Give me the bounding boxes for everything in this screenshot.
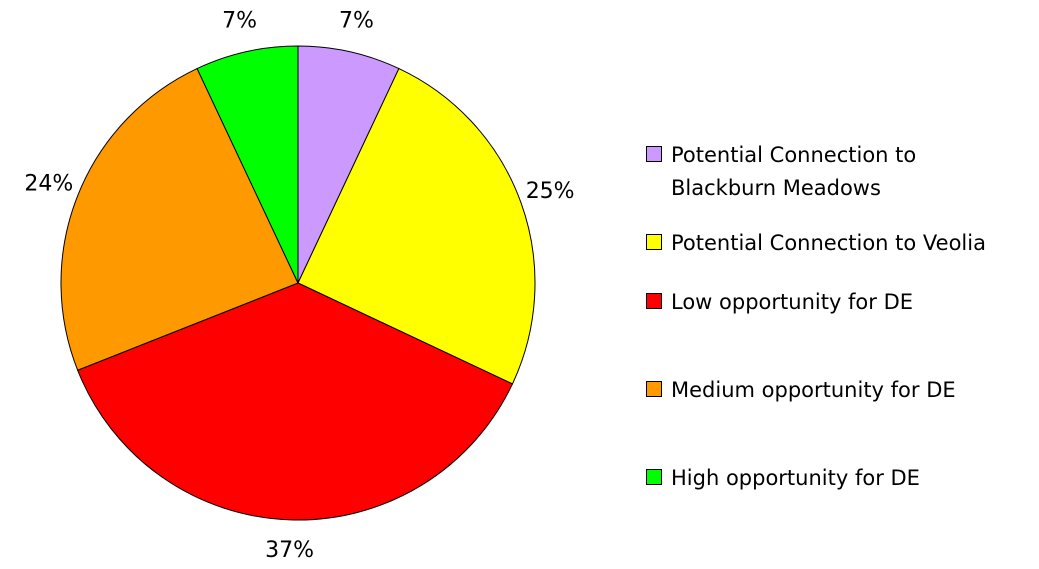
legend-label: Medium opportunity for DE (671, 378, 956, 402)
legend-item: Medium opportunity for DE (646, 374, 1036, 407)
legend-swatch (646, 146, 662, 162)
legend-swatch (646, 234, 662, 250)
pie-slice (76, 282, 514, 521)
data-label: 37% (265, 538, 314, 563)
data-label: 24% (24, 171, 73, 196)
data-label: 7% (222, 8, 257, 33)
legend-label: Potential Connection to Blackburn Meadow… (671, 143, 917, 200)
pie-slice (196, 45, 299, 284)
legend-label: Potential Connection to Veolia (671, 231, 986, 255)
pie-slice (297, 67, 536, 385)
legend-label: Low opportunity for DE (671, 290, 914, 314)
legend-swatch (646, 381, 662, 397)
legend-item: Potential Connection to Veolia (646, 227, 1036, 260)
data-label: 25% (526, 179, 575, 204)
legend-swatch (646, 293, 662, 309)
pie-slice (60, 67, 299, 371)
legend-item: Potential Connection to Blackburn Meadow… (646, 139, 1036, 205)
data-label: 7% (339, 8, 374, 33)
legend-label: High opportunity for DE (671, 466, 920, 490)
legend-item: Low opportunity for DE (646, 286, 1036, 319)
pie-slice (297, 45, 400, 284)
legend-swatch (646, 469, 662, 485)
chart: 7% 25% 37% 24% 7% (24, 8, 575, 563)
legend-item: High opportunity for DE (646, 462, 1036, 495)
